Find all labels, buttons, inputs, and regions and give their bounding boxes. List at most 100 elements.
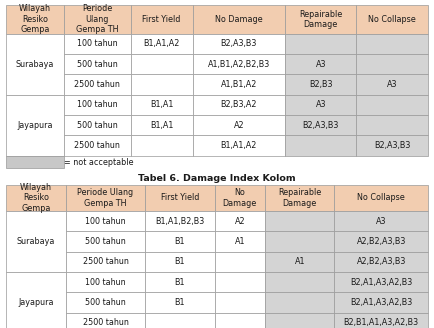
Text: B2,A3,B3: B2,A3,B3 bbox=[302, 121, 339, 130]
Bar bbox=[66, 231, 145, 252]
Bar bbox=[214, 313, 265, 328]
Text: 2500 tahun: 2500 tahun bbox=[74, 141, 120, 150]
Text: 100 tahun: 100 tahun bbox=[77, 39, 118, 49]
Bar bbox=[214, 252, 265, 272]
Text: 2500 tahun: 2500 tahun bbox=[82, 318, 128, 327]
Text: Jayapura: Jayapura bbox=[18, 298, 54, 307]
Text: B2,B3,A2: B2,B3,A2 bbox=[220, 100, 257, 110]
Bar bbox=[131, 5, 193, 34]
Bar bbox=[285, 54, 356, 74]
Bar bbox=[356, 34, 428, 54]
Text: A1,B1,A2,B2,B3: A1,B1,A2,B2,B3 bbox=[208, 60, 270, 69]
Bar bbox=[356, 95, 428, 115]
Text: B1,A1: B1,A1 bbox=[150, 100, 173, 110]
Text: No
Damage: No Damage bbox=[223, 188, 257, 208]
Bar bbox=[265, 211, 335, 231]
Bar bbox=[64, 115, 131, 135]
Text: Periode Ulang
Gempa TH: Periode Ulang Gempa TH bbox=[78, 188, 134, 208]
Bar bbox=[66, 252, 145, 272]
Text: No Collapse: No Collapse bbox=[357, 194, 405, 202]
Bar bbox=[145, 292, 214, 313]
Text: Repairable
Damage: Repairable Damage bbox=[299, 10, 342, 29]
Bar bbox=[285, 115, 356, 135]
Text: No Collapse: No Collapse bbox=[368, 15, 416, 24]
Bar bbox=[64, 5, 131, 34]
Text: Wilayah
Resiko
Gempa: Wilayah Resiko Gempa bbox=[20, 183, 52, 213]
Text: B1,A1,A2: B1,A1,A2 bbox=[221, 141, 257, 150]
Bar bbox=[335, 272, 428, 292]
Bar bbox=[285, 95, 356, 115]
Text: A3: A3 bbox=[316, 100, 326, 110]
Bar bbox=[131, 115, 193, 135]
Bar bbox=[131, 95, 193, 115]
Text: B1: B1 bbox=[174, 278, 185, 287]
Bar bbox=[193, 34, 285, 54]
Bar bbox=[335, 231, 428, 252]
Bar bbox=[6, 5, 64, 34]
Text: B2,A3,B3: B2,A3,B3 bbox=[221, 39, 257, 49]
Bar bbox=[265, 272, 335, 292]
Bar bbox=[145, 252, 214, 272]
Bar bbox=[64, 74, 131, 95]
Bar bbox=[145, 272, 214, 292]
Bar bbox=[145, 185, 214, 211]
Bar bbox=[356, 54, 428, 74]
Bar bbox=[265, 292, 335, 313]
Text: Tabel 6. Damage Index Kolom: Tabel 6. Damage Index Kolom bbox=[138, 174, 296, 183]
Text: 500 tahun: 500 tahun bbox=[85, 298, 126, 307]
Text: B2,A1,A3,A2,B3: B2,A1,A3,A2,B3 bbox=[350, 278, 412, 287]
Bar bbox=[285, 135, 356, 156]
Bar bbox=[66, 272, 145, 292]
Bar bbox=[356, 135, 428, 156]
Bar bbox=[6, 272, 66, 328]
Bar bbox=[131, 74, 193, 95]
Text: B2,B3: B2,B3 bbox=[309, 80, 332, 89]
Text: 500 tahun: 500 tahun bbox=[77, 121, 118, 130]
Bar bbox=[131, 54, 193, 74]
Text: 2500 tahun: 2500 tahun bbox=[82, 257, 128, 266]
Text: = not acceptable: = not acceptable bbox=[64, 158, 133, 167]
Bar bbox=[64, 135, 131, 156]
Text: A2,B2,A3,B3: A2,B2,A3,B3 bbox=[356, 257, 406, 266]
Text: B1,A1: B1,A1 bbox=[150, 121, 173, 130]
Bar bbox=[193, 5, 285, 34]
Text: 500 tahun: 500 tahun bbox=[77, 60, 118, 69]
Text: Jayapura: Jayapura bbox=[17, 121, 53, 130]
Bar bbox=[265, 313, 335, 328]
Text: A2: A2 bbox=[233, 121, 244, 130]
Text: 100 tahun: 100 tahun bbox=[77, 100, 118, 110]
Bar bbox=[356, 74, 428, 95]
Text: B2,B1,A1,A3,A2,B3: B2,B1,A1,A3,A2,B3 bbox=[344, 318, 419, 327]
Text: 100 tahun: 100 tahun bbox=[85, 278, 126, 287]
Bar bbox=[193, 135, 285, 156]
Bar bbox=[131, 135, 193, 156]
Text: A2: A2 bbox=[234, 217, 245, 226]
Bar bbox=[145, 211, 214, 231]
Text: A1: A1 bbox=[294, 257, 305, 266]
Text: A1: A1 bbox=[234, 237, 245, 246]
Text: B2,A3,B3: B2,A3,B3 bbox=[374, 141, 411, 150]
Text: No Damage: No Damage bbox=[215, 15, 263, 24]
Bar bbox=[285, 5, 356, 34]
Text: B1,A1,A2: B1,A1,A2 bbox=[144, 39, 180, 49]
Text: Surabaya: Surabaya bbox=[17, 237, 55, 246]
Text: 2500 tahun: 2500 tahun bbox=[74, 80, 120, 89]
Text: 100 tahun: 100 tahun bbox=[85, 217, 126, 226]
Bar bbox=[214, 292, 265, 313]
Bar bbox=[356, 115, 428, 135]
Text: A3: A3 bbox=[316, 60, 326, 69]
Text: 500 tahun: 500 tahun bbox=[85, 237, 126, 246]
Bar bbox=[6, 185, 66, 211]
Bar bbox=[6, 156, 64, 168]
Bar bbox=[66, 292, 145, 313]
Bar bbox=[265, 185, 335, 211]
Bar bbox=[214, 211, 265, 231]
Bar bbox=[285, 34, 356, 54]
Bar bbox=[131, 34, 193, 54]
Text: Surabaya: Surabaya bbox=[16, 60, 54, 69]
Text: B1: B1 bbox=[174, 257, 185, 266]
Bar bbox=[193, 95, 285, 115]
Bar bbox=[214, 231, 265, 252]
Bar bbox=[145, 231, 214, 252]
Text: B1: B1 bbox=[174, 237, 185, 246]
